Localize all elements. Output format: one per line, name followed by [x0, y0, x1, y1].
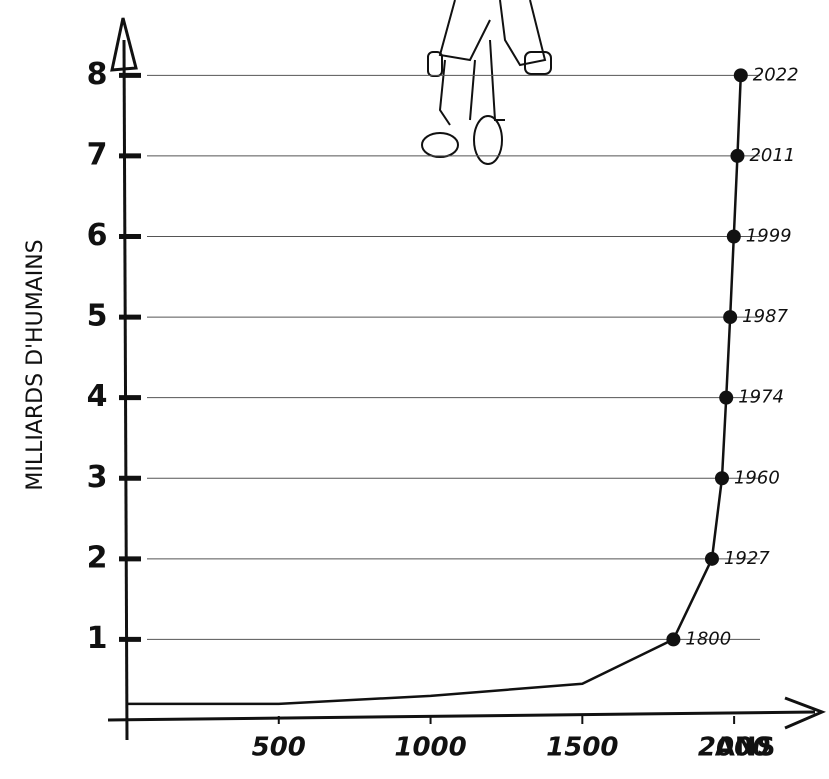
y-tick-label: 6 — [87, 218, 108, 253]
y-tick-label: 7 — [87, 137, 108, 172]
point — [726, 229, 741, 244]
point-year-label: 1974 — [738, 387, 784, 408]
x-axis-label: ANS — [715, 733, 776, 763]
point-year-label: 1800 — [685, 628, 731, 649]
x-tick-label: 1000 — [394, 733, 466, 763]
point-year-label: 1960 — [734, 467, 780, 488]
point — [719, 390, 734, 405]
point-year-label: 2011 — [749, 145, 795, 166]
y-axis-label: MILLIARDS D'HUMAINS — [23, 239, 48, 490]
point-year-label: 1999 — [746, 226, 792, 247]
y-tick-label: 3 — [87, 460, 108, 495]
point-year-label: 2022 — [753, 64, 799, 85]
x-tick-label: 2000 — [698, 733, 770, 763]
x-tick-label: 1500 — [546, 733, 618, 763]
sitting-figure — [421, 0, 552, 165]
y-tick-label: 8 — [87, 57, 108, 92]
point — [666, 632, 681, 647]
point-year-label: 1987 — [742, 306, 788, 327]
x-tick-label: 500 — [252, 733, 306, 763]
curve — [127, 75, 743, 706]
point — [733, 68, 748, 83]
y-tick-label: 1 — [87, 621, 108, 656]
point — [730, 148, 745, 163]
point — [714, 471, 729, 486]
point — [723, 310, 738, 325]
y-tick-label: 4 — [87, 379, 108, 414]
y-tick-label: 5 — [87, 299, 108, 334]
point-year-label: 1927 — [724, 548, 770, 569]
y-tick-label: 2 — [87, 540, 108, 575]
point — [704, 551, 719, 566]
